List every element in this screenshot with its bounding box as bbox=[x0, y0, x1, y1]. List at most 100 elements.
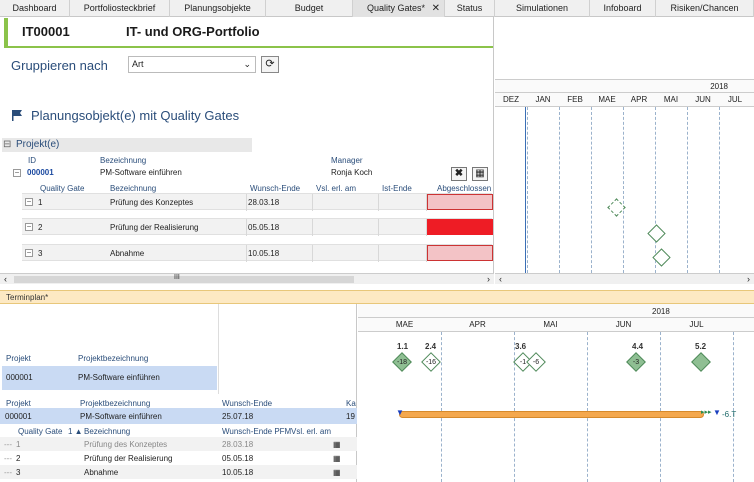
project-id-link[interactable]: 000001 bbox=[27, 168, 54, 177]
tab-budget[interactable]: Budget bbox=[266, 0, 353, 17]
bar-end-marker: ▼ bbox=[713, 408, 721, 417]
terminplan-grid: Projekt Projektbezeichnung 000001 PM-Sof… bbox=[0, 304, 357, 482]
group-by-label: Gruppieren nach bbox=[11, 58, 108, 73]
tab-quality-gates-label: Quality Gates* bbox=[367, 3, 426, 13]
col-header-id: ID bbox=[28, 156, 36, 165]
portfolio-id: IT00001 bbox=[22, 24, 70, 39]
quality-gate-row[interactable]: − 2 Prüfung der Realisierung 05.05.18 bbox=[22, 218, 493, 236]
project-collapse-icon[interactable]: − bbox=[13, 168, 21, 177]
gantt-month-divider bbox=[719, 107, 720, 273]
milestone-label: 1.1 bbox=[397, 342, 409, 351]
gantt-month-divider bbox=[733, 332, 734, 482]
calendar-icon[interactable]: ▦ bbox=[333, 440, 341, 449]
today-line bbox=[525, 107, 526, 273]
bl-header-bezeichnung: Projektbezeichnung bbox=[78, 354, 149, 363]
close-icon[interactable]: ✕ bbox=[431, 3, 440, 14]
bl3-header-wunsch: Wunsch-Ende PFM bbox=[222, 427, 292, 436]
selected-project-row[interactable]: 000001 PM-Software einführen bbox=[2, 366, 217, 390]
project-bar[interactable] bbox=[399, 411, 704, 418]
tab-planungsobjekte[interactable]: Planungsobjekte bbox=[170, 0, 266, 17]
horizontal-scrollbar[interactable]: ‹ III › bbox=[0, 273, 494, 284]
project-group-label: Projekt(e) bbox=[16, 139, 60, 150]
bl2-bezeichnung: PM-Software einführen bbox=[80, 412, 162, 421]
table-row[interactable]: --- 2 Prüfung der Realisierung 05.05.18 … bbox=[4, 454, 341, 463]
row-nr: 3 bbox=[16, 468, 21, 477]
terminplan-header[interactable]: Terminplan* bbox=[0, 290, 754, 304]
row-collapse-icon[interactable]: − bbox=[25, 197, 33, 206]
bl3-header-vsl: Vsl. erl. am bbox=[291, 427, 332, 436]
row-collapse-icon[interactable]: − bbox=[25, 248, 33, 257]
quality-gate-row[interactable]: − 3 Abnahme 10.05.18 bbox=[22, 244, 493, 262]
gantt-month-label: FEB bbox=[567, 95, 583, 104]
bl2-projekt: 000001 bbox=[5, 412, 32, 421]
tab-quality-gates[interactable]: Quality Gates* ✕ bbox=[353, 0, 445, 17]
tab-portfoliosteckbrief[interactable]: Portfoliosteckbrief bbox=[70, 0, 170, 17]
row-wunsch: 10.05.18 bbox=[222, 468, 254, 477]
qg-bezeichnung: Prüfung der Realisierung bbox=[110, 223, 199, 232]
tab-dashboard[interactable]: Dashboard bbox=[0, 0, 70, 17]
tab-risiken-chancen[interactable]: Risiken/Chancen bbox=[656, 0, 754, 17]
milestone-label: 2.4 bbox=[425, 342, 437, 351]
gantt-year: 2018 bbox=[652, 307, 670, 316]
gantt-month-label: APR bbox=[469, 320, 486, 329]
quality-gate-row[interactable]: − 1 Prüfung des Konzeptes 28.03.18 bbox=[22, 193, 493, 211]
gantt-month-divider bbox=[655, 107, 656, 273]
qg-bezeichnung: Abnahme bbox=[110, 249, 145, 258]
gantt-month-divider bbox=[623, 107, 624, 273]
milestone-label: 5.2 bbox=[695, 342, 707, 351]
scroll-left-icon[interactable]: ‹ bbox=[499, 274, 502, 284]
bl-header-projekt: Projekt bbox=[6, 354, 31, 363]
gantt-month-label: JUL bbox=[689, 320, 704, 329]
group-by-select[interactable]: Art ⌄ bbox=[128, 56, 256, 73]
qg-bezeichnung: Prüfung des Konzeptes bbox=[110, 198, 194, 207]
bar-end-label: -6.T bbox=[722, 410, 737, 419]
gantt-month-label: MAE bbox=[395, 320, 414, 329]
tab-simulationen[interactable]: Simulationen bbox=[495, 0, 590, 17]
table-row[interactable]: --- 1 Prüfung des Konzeptes 28.03.18 ▦ bbox=[0, 437, 357, 451]
qg-status-box[interactable] bbox=[427, 194, 493, 210]
refresh-button[interactable]: ⟳ bbox=[261, 56, 279, 73]
qg-status-box[interactable] bbox=[427, 245, 493, 261]
scroll-thumb[interactable]: III bbox=[14, 274, 354, 283]
bl3-sort-indicator[interactable]: 1 ▲ bbox=[68, 427, 83, 436]
terminplan-label: Terminplan* bbox=[6, 293, 49, 302]
calendar-icon[interactable]: ▦ bbox=[472, 167, 488, 181]
project-group-header[interactable]: ⊟ Projekt(e) bbox=[2, 138, 252, 152]
row-bezeichnung: Prüfung der Realisierung bbox=[84, 454, 173, 463]
gantt-year: 2018 bbox=[710, 82, 728, 91]
gantt-month-label: MAE bbox=[598, 95, 616, 104]
scroll-right-icon[interactable]: › bbox=[747, 274, 750, 284]
qg-wunsch: 05.05.18 bbox=[248, 223, 280, 232]
scroll-left-icon[interactable]: ‹ bbox=[4, 274, 7, 284]
qg-status-box[interactable] bbox=[427, 219, 493, 235]
gantt-horizontal-scrollbar[interactable]: ‹ › bbox=[495, 273, 754, 284]
qg-nr: 3 bbox=[38, 249, 43, 258]
delete-icon[interactable]: ✖ bbox=[451, 167, 467, 181]
milestone-label: 4.4 bbox=[632, 342, 644, 351]
bl-bezeichnung: PM-Software einführen bbox=[78, 373, 160, 382]
gantt-month-label: MAI bbox=[663, 95, 679, 104]
project-manager: Ronja Koch bbox=[331, 168, 373, 177]
row-collapse-icon[interactable]: − bbox=[25, 222, 33, 231]
tab-infoboard[interactable]: Infoboard bbox=[590, 0, 656, 17]
qg-header-ist: Ist-Ende bbox=[382, 184, 412, 193]
scroll-right-icon[interactable]: › bbox=[487, 274, 490, 284]
row-nr: 1 bbox=[16, 440, 21, 449]
table-row[interactable]: --- 3 Abnahme 10.05.18 ▦ bbox=[0, 465, 357, 479]
selected-project-row-2[interactable]: 000001 PM-Software einführen 25.07.18 19 bbox=[0, 408, 357, 424]
calendar-icon[interactable]: ▦ bbox=[333, 454, 341, 463]
bl3-sort-value: 1 bbox=[68, 427, 73, 436]
terminplan-gantt: 2018 MAE APR MAI JUN JUL 1.1 -18 2.4 -16 3.6… bbox=[358, 304, 754, 482]
page-title-bar: IT00001 IT- und ORG-Portfolio bbox=[4, 18, 493, 48]
row-bezeichnung: Prüfung des Konzeptes bbox=[84, 440, 168, 449]
milestone-value: -18 bbox=[396, 359, 408, 366]
gantt-year-row: 2018 bbox=[495, 79, 754, 93]
collapse-icon[interactable]: ⊟ bbox=[3, 139, 12, 150]
gantt-month-label: JUN bbox=[695, 95, 711, 104]
tab-status[interactable]: Status bbox=[445, 0, 495, 17]
calendar-icon[interactable]: ▦ bbox=[333, 468, 341, 477]
bl2-wunsch: 25.07.18 bbox=[222, 412, 254, 421]
qg-header-vsl: Vsl. erl. am bbox=[316, 184, 357, 193]
qg-header-bezeichnung: Bezeichnung bbox=[110, 184, 157, 193]
milestone-value: -3 bbox=[632, 359, 640, 366]
